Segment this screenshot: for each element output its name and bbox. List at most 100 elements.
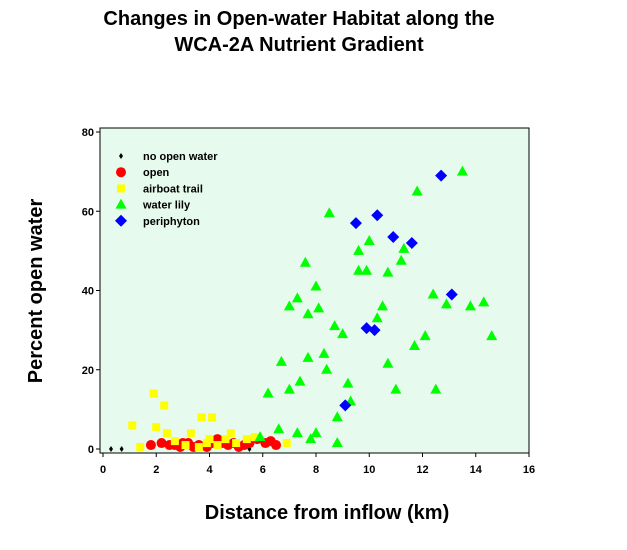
legend-marker-periphyton xyxy=(115,214,127,227)
data-point-airboat-trail xyxy=(226,429,235,438)
data-point-periphyton xyxy=(371,209,384,222)
data-point-water-lily xyxy=(382,266,394,277)
chart-title: Changes in Open-water Habitat along the … xyxy=(0,6,598,58)
x-tick-label: 4 xyxy=(206,464,213,476)
data-point-water-lily xyxy=(440,298,452,309)
legend: no open water open airboat trail water lily… xyxy=(115,151,218,228)
data-point-water-lily xyxy=(305,433,317,444)
data-point-airboat-trail xyxy=(208,413,217,422)
data-point-water-lily xyxy=(331,411,343,422)
x-tick-label: 12 xyxy=(416,464,428,476)
data-point-airboat-trail xyxy=(194,443,203,452)
x-tick-label: 2 xyxy=(153,464,159,476)
data-point-water-lily xyxy=(329,320,341,331)
legend-label-periphyton: periphyton xyxy=(143,216,200,228)
legend-label-no-open-water: no open water xyxy=(143,151,218,163)
data-point-water-lily xyxy=(342,377,354,388)
series-periphyton xyxy=(339,169,458,412)
data-point-airboat-trail xyxy=(160,401,169,410)
data-point-water-lily xyxy=(254,431,266,442)
y-tick-label: 40 xyxy=(82,286,94,298)
data-point-airboat-trail xyxy=(205,435,214,444)
data-point-water-lily xyxy=(398,242,410,253)
data-point-water-lily xyxy=(478,296,490,307)
data-point-periphyton xyxy=(360,322,373,335)
data-point-no-open-water xyxy=(108,446,113,452)
data-point-water-lily xyxy=(313,302,325,313)
data-point-water-lily xyxy=(323,207,335,218)
data-point-periphyton xyxy=(387,231,400,244)
data-point-water-lily xyxy=(382,357,394,368)
data-point-water-lily xyxy=(283,300,295,311)
series-water-lily xyxy=(254,165,498,448)
data-point-periphyton xyxy=(339,399,352,412)
data-point-water-lily xyxy=(395,254,407,265)
data-point-water-lily xyxy=(275,355,287,366)
legend-marker-no-open-water xyxy=(119,153,123,159)
y-tick-label: 0 xyxy=(88,444,94,456)
data-point-periphyton xyxy=(368,324,381,337)
data-point-airboat-trail xyxy=(149,389,158,398)
data-point-water-lily xyxy=(302,308,314,319)
data-point-airboat-trail xyxy=(186,429,195,438)
data-point-water-lily xyxy=(318,347,330,358)
data-point-water-lily xyxy=(331,437,343,448)
data-point-open xyxy=(145,440,156,451)
data-point-airboat-trail xyxy=(197,413,206,422)
data-point-water-lily xyxy=(456,165,468,176)
data-point-airboat-trail xyxy=(282,439,291,448)
data-point-airboat-trail xyxy=(162,429,171,438)
data-point-airboat-trail xyxy=(128,421,137,430)
y-axis-title: Percent open water xyxy=(25,199,47,384)
data-point-water-lily xyxy=(294,375,306,386)
legend-label-water-lily: water lily xyxy=(142,200,191,212)
legend-label-open: open xyxy=(143,167,170,179)
y-tick-label: 80 xyxy=(82,127,94,139)
data-point-airboat-trail xyxy=(181,441,190,450)
data-point-water-lily xyxy=(409,339,421,350)
data-point-water-lily xyxy=(321,363,333,374)
data-point-water-lily xyxy=(273,423,285,434)
chart-title-line-2: WCA-2A Nutrient Gradient xyxy=(174,34,424,56)
x-tick-label: 10 xyxy=(363,464,375,476)
x-tick-label: 16 xyxy=(523,464,535,476)
data-point-periphyton xyxy=(445,288,458,301)
x-tick-label: 6 xyxy=(260,464,266,476)
data-point-airboat-trail xyxy=(232,439,241,448)
data-point-water-lily xyxy=(302,351,314,362)
data-point-water-lily xyxy=(353,244,365,255)
series-airboat-trail xyxy=(128,389,291,452)
data-point-water-lily xyxy=(390,383,402,394)
data-point-water-lily xyxy=(283,383,295,394)
data-point-water-lily xyxy=(299,256,311,267)
data-point-water-lily xyxy=(291,427,303,438)
legend-marker-airboat-trail xyxy=(117,184,125,193)
data-point-airboat-trail xyxy=(136,443,145,452)
data-point-water-lily xyxy=(427,288,439,299)
data-point-water-lily xyxy=(419,330,431,341)
data-point-no-open-water xyxy=(119,446,124,452)
data-points-group xyxy=(108,165,498,453)
x-tick-label: 0 xyxy=(100,464,106,476)
data-point-water-lily xyxy=(363,234,375,245)
axes-group: 0 20 40 60 80 0 2 4 6 8 10 12 14 16 xyxy=(82,127,535,476)
data-point-water-lily xyxy=(262,387,274,398)
data-point-water-lily xyxy=(377,300,389,311)
data-point-airboat-trail xyxy=(221,435,230,444)
data-point-water-lily xyxy=(464,300,476,311)
data-point-water-lily xyxy=(353,264,365,275)
x-tick-label: 14 xyxy=(470,464,483,476)
data-point-airboat-trail xyxy=(152,423,161,432)
data-point-water-lily xyxy=(486,330,498,341)
x-tick-label: 8 xyxy=(313,464,319,476)
data-point-airboat-trail xyxy=(213,441,222,450)
data-point-periphyton xyxy=(405,236,418,249)
y-tick-label: 20 xyxy=(82,365,94,377)
chart-title-line-1: Changes in Open-water Habitat along the xyxy=(103,8,495,30)
data-point-water-lily xyxy=(291,292,303,303)
data-point-water-lily xyxy=(361,264,373,275)
legend-label-airboat-trail: airboat trail xyxy=(143,183,203,195)
data-point-water-lily xyxy=(411,185,423,196)
data-point-open xyxy=(271,440,282,451)
